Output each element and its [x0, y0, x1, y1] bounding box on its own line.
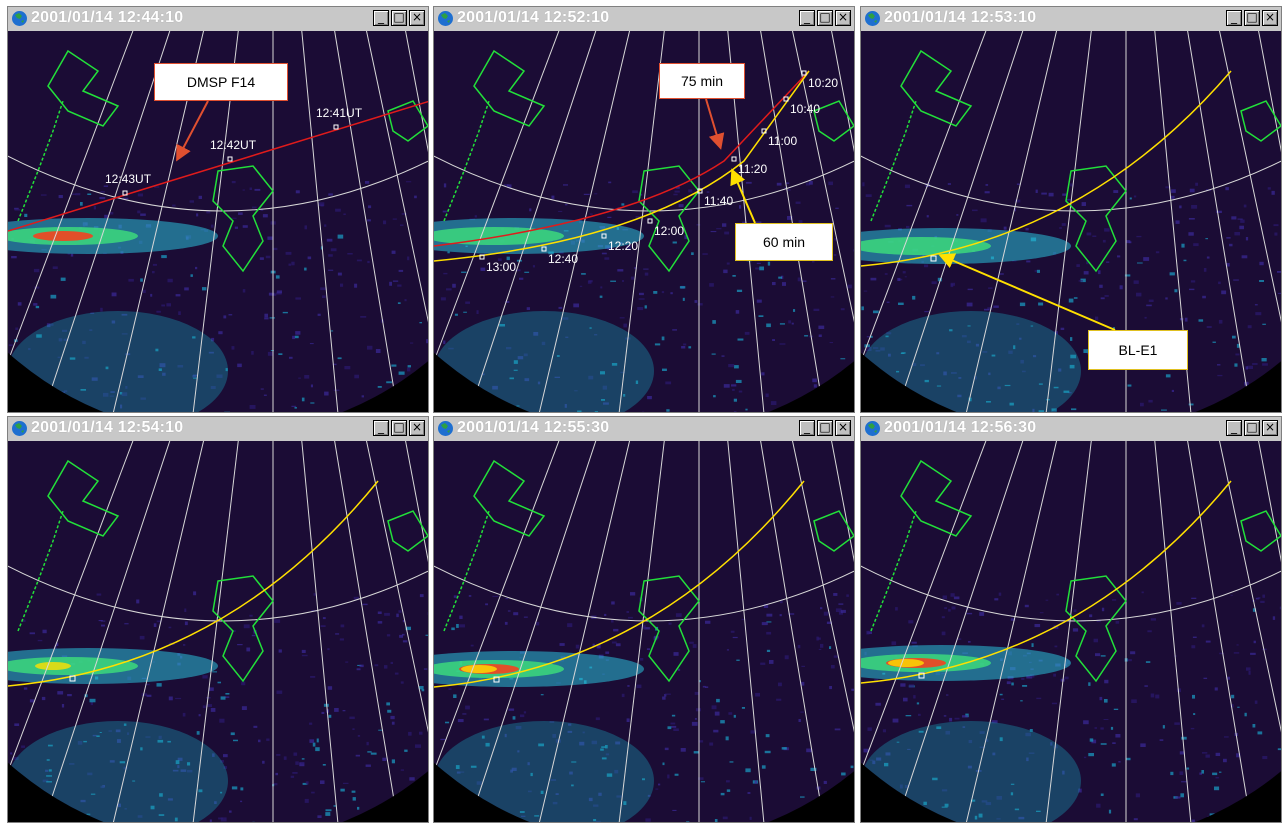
minimize-button[interactable]: _ [799, 420, 815, 436]
title-bar[interactable]: 2001/01/14 12:44:10 _ □ × [8, 7, 428, 31]
callout-ble1-label: BL-E1 [1118, 342, 1158, 358]
allsky-image [434, 441, 854, 822]
track-time-label: 11:00 [768, 134, 797, 148]
allsky-image [861, 31, 1281, 412]
yellow-track [8, 480, 379, 687]
callout-dmsp-label: DMSP F14 [186, 74, 256, 90]
minimize-button[interactable]: _ [373, 420, 389, 436]
yellow-track [861, 70, 1232, 267]
window-title: 2001/01/14 12:52:10 [457, 9, 610, 26]
globe-icon [865, 11, 880, 26]
window-title: 2001/01/14 12:55:30 [457, 419, 610, 436]
red-track [434, 70, 810, 247]
callout-75min-label: 75 min [680, 73, 724, 89]
yellow-track [434, 70, 810, 262]
track-marker [918, 672, 925, 679]
dmsp-track [8, 100, 428, 232]
close-button[interactable]: × [835, 420, 851, 436]
callout-ble1: BL-E1 [1088, 330, 1188, 370]
allsky-image [861, 441, 1281, 822]
track-time-label: 12:40 [548, 252, 578, 266]
maximize-button[interactable]: □ [391, 10, 407, 26]
maximize-button[interactable]: □ [1244, 420, 1260, 436]
track-marker [930, 255, 937, 262]
minimize-button[interactable]: _ [373, 10, 389, 26]
track-marker [601, 233, 607, 239]
globe-icon [438, 421, 453, 436]
title-bar[interactable]: 2001/01/14 12:55:30 _ □ × [434, 417, 854, 441]
close-button[interactable]: × [409, 420, 425, 436]
track-time-label: 12:43UT [105, 172, 152, 186]
allsky-image: 10:20 10:40 11:00 11:20 11:40 12:00 12:20 12:40… [434, 31, 854, 412]
minimize-button[interactable]: _ [1226, 420, 1242, 436]
track-marker [122, 190, 128, 196]
track-time-label: 11:40 [704, 194, 733, 208]
yellow-track [861, 480, 1232, 684]
window-title: 2001/01/14 12:53:10 [884, 9, 1037, 26]
sky-layer [434, 441, 854, 822]
track-marker [333, 124, 339, 130]
window-title: 2001/01/14 12:54:10 [31, 419, 184, 436]
track-time-label: 10:20 [808, 76, 838, 90]
callout-60min-label: 60 min [762, 234, 806, 250]
callout-60min: 60 min [735, 223, 833, 261]
maximize-button[interactable]: □ [817, 420, 833, 436]
minimize-button[interactable]: _ [1226, 10, 1242, 26]
sky-layer [8, 31, 428, 412]
maximize-button[interactable]: □ [391, 420, 407, 436]
track-time-label: 12:41UT [316, 106, 363, 120]
track-time-label: 11:20 [738, 162, 767, 176]
track-time-label: 12:00 [654, 224, 684, 238]
sky-layer [861, 31, 1281, 412]
window-title: 2001/01/14 12:44:10 [31, 9, 184, 26]
track-marker [783, 96, 789, 102]
title-bar[interactable]: 2001/01/14 12:56:30 _ □ × [861, 417, 1281, 441]
maximize-button[interactable]: □ [1244, 10, 1260, 26]
allsky-image: 12:41UT 12:42UT 12:43UT [8, 31, 428, 412]
title-bar[interactable]: 2001/01/14 12:52:10 _ □ × [434, 7, 854, 31]
track-marker [647, 218, 653, 224]
yellow-track [434, 480, 805, 688]
track-marker [227, 156, 233, 162]
track-marker [479, 254, 485, 260]
minimize-button[interactable]: _ [799, 10, 815, 26]
allsky-image [8, 441, 428, 822]
globe-icon [865, 421, 880, 436]
close-button[interactable]: × [1262, 420, 1278, 436]
callout-75min: 75 min [659, 63, 745, 99]
image-window-5: 2001/01/14 12:55:30 _ □ × [433, 416, 855, 823]
globe-icon [438, 11, 453, 26]
globe-icon [12, 421, 27, 436]
track-time-label: 12:42UT [210, 138, 257, 152]
callout-dmsp: DMSP F14 [154, 63, 288, 101]
track-marker [697, 188, 703, 194]
close-button[interactable]: × [409, 10, 425, 26]
title-bar[interactable]: 2001/01/14 12:53:10 _ □ × [861, 7, 1281, 31]
image-window-4: 2001/01/14 12:54:10 _ □ × [7, 416, 429, 823]
track-marker [493, 676, 500, 683]
close-button[interactable]: × [1262, 10, 1278, 26]
window-title: 2001/01/14 12:56:30 [884, 419, 1037, 436]
track-marker [761, 128, 767, 134]
track-marker [541, 246, 547, 252]
track-marker [69, 675, 76, 682]
globe-icon [12, 11, 27, 26]
sky-layer [861, 441, 1281, 822]
sky-layer [8, 441, 428, 822]
track-marker [731, 156, 737, 162]
track-time-label: 12:20 [608, 239, 638, 253]
track-time-label: 10:40 [790, 102, 820, 116]
close-button[interactable]: × [835, 10, 851, 26]
track-time-label: 13:00 [486, 260, 516, 274]
image-window-6: 2001/01/14 12:56:30 _ □ × [860, 416, 1282, 823]
track-marker [801, 70, 807, 76]
image-window-1: 2001/01/14 12:44:10 _ □ × 12:41UT 12:42UT… [7, 6, 429, 413]
image-window-2: 2001/01/14 12:52:10 _ □ × 10:20 10:40 11:0… [433, 6, 855, 413]
image-window-3: 2001/01/14 12:53:10 _ □ × [860, 6, 1282, 413]
maximize-button[interactable]: □ [817, 10, 833, 26]
title-bar[interactable]: 2001/01/14 12:54:10 _ □ × [8, 417, 428, 441]
